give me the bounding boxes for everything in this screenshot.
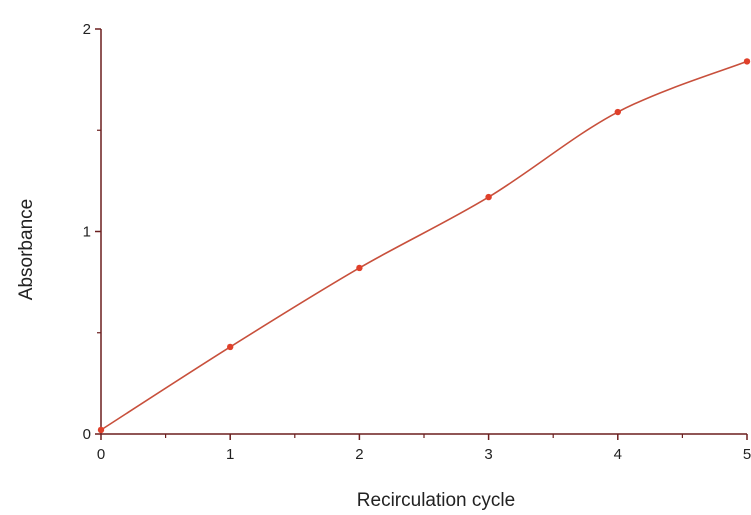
ticks: 0 1 2 3 4 5 0 1 2 <box>83 21 751 463</box>
data-point-4 <box>614 108 621 116</box>
x-tick-label-1: 1 <box>226 446 234 463</box>
y-tick-label-2: 2 <box>83 21 91 38</box>
data-point-1 <box>227 343 234 351</box>
data-point-3 <box>485 193 492 201</box>
axes <box>100 29 747 435</box>
y-tick-label-1: 1 <box>83 224 91 241</box>
series <box>97 58 751 434</box>
y-axis-title: Absorbance <box>16 199 37 300</box>
data-point-0 <box>97 426 105 434</box>
x-tick-label-4: 4 <box>614 446 622 463</box>
x-tick-label-0: 0 <box>97 446 105 463</box>
x-tick-label-5: 5 <box>743 446 751 463</box>
data-point-5 <box>743 58 751 65</box>
y-tick-label-0: 0 <box>83 426 91 443</box>
x-tick-label-3: 3 <box>484 446 492 463</box>
x-axis-title: Recirculation cycle <box>357 490 515 511</box>
data-point-2 <box>356 264 363 272</box>
x-tick-label-2: 2 <box>355 446 363 463</box>
series-line-0 <box>100 60 748 431</box>
